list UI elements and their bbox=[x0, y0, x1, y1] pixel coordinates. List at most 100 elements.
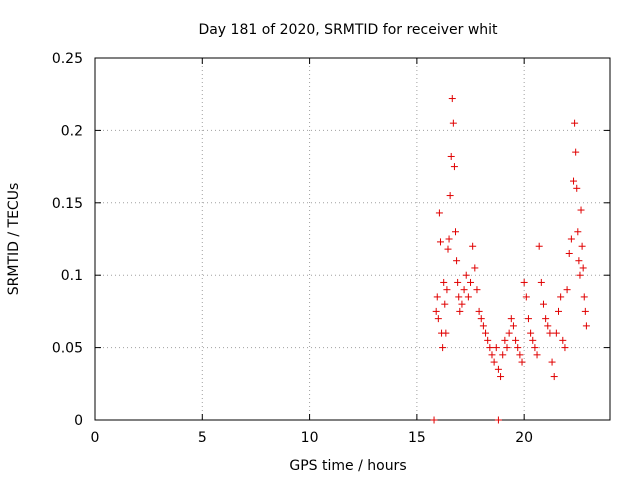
data-point bbox=[533, 351, 541, 359]
x-tick-label: 0 bbox=[91, 430, 100, 446]
data-point bbox=[492, 344, 500, 352]
data-point bbox=[516, 351, 524, 359]
chart-title: Day 181 of 2020, SRMTID for receiver whi… bbox=[198, 22, 498, 38]
data-point bbox=[460, 286, 468, 294]
data-point bbox=[441, 300, 449, 308]
data-point bbox=[565, 249, 573, 257]
data-point bbox=[539, 300, 547, 308]
data-point bbox=[501, 336, 509, 344]
y-axis-label: SRMTID / TECUs bbox=[6, 183, 22, 296]
data-point bbox=[579, 264, 587, 272]
data-point bbox=[479, 322, 487, 330]
data-point bbox=[559, 336, 567, 344]
plot-frame bbox=[94, 57, 611, 421]
data-point bbox=[449, 119, 457, 127]
y-tick-label: 0.15 bbox=[52, 196, 83, 212]
data-point bbox=[574, 228, 582, 236]
data-point bbox=[582, 322, 590, 330]
data-point bbox=[531, 344, 539, 352]
y-tick-label: 0 bbox=[74, 413, 83, 429]
data-point bbox=[570, 177, 578, 185]
data-point bbox=[507, 315, 515, 323]
data-point bbox=[477, 315, 485, 323]
data-point bbox=[490, 358, 498, 366]
data-point bbox=[522, 293, 530, 301]
data-point bbox=[486, 344, 494, 352]
data-point bbox=[471, 264, 479, 272]
data-point bbox=[434, 315, 442, 323]
y-tick-label: 0.25 bbox=[52, 51, 83, 67]
data-point bbox=[447, 152, 455, 160]
data-point bbox=[524, 315, 532, 323]
y-tick-label: 0.2 bbox=[61, 123, 83, 139]
data-point bbox=[436, 238, 444, 246]
data-point bbox=[550, 373, 558, 381]
data-point bbox=[450, 163, 458, 171]
data-point bbox=[567, 235, 575, 243]
data-point bbox=[475, 307, 483, 315]
data-point bbox=[552, 329, 560, 337]
data-point bbox=[561, 344, 569, 352]
data-point bbox=[503, 344, 511, 352]
data-point bbox=[439, 344, 447, 352]
data-point bbox=[563, 286, 571, 294]
data-point bbox=[488, 351, 496, 359]
grid bbox=[95, 58, 610, 420]
data-point bbox=[581, 307, 589, 315]
x-tick-label: 20 bbox=[515, 430, 533, 446]
x-axis-label: GPS time / hours bbox=[289, 458, 406, 474]
data-point bbox=[544, 322, 552, 330]
y-tick-label: 0.1 bbox=[61, 268, 83, 284]
data-point bbox=[557, 293, 565, 301]
data-point bbox=[576, 271, 584, 279]
data-point bbox=[469, 242, 477, 250]
data-point bbox=[571, 119, 579, 127]
data-point bbox=[494, 365, 502, 373]
data-point bbox=[580, 293, 588, 301]
data-point bbox=[456, 307, 464, 315]
axis-ticks bbox=[94, 57, 610, 421]
data-point bbox=[518, 358, 526, 366]
data-point bbox=[430, 416, 438, 424]
data-point bbox=[432, 307, 440, 315]
data-points bbox=[430, 95, 590, 424]
data-point bbox=[484, 336, 492, 344]
x-tick-label: 15 bbox=[408, 430, 426, 446]
data-point bbox=[494, 416, 502, 424]
data-point bbox=[573, 184, 581, 192]
tick-labels: 0 5 10 15 20 0 0.05 0.1 0.15 0.2 0.25 bbox=[52, 51, 533, 446]
data-point bbox=[572, 148, 580, 156]
data-point bbox=[445, 235, 453, 243]
data-point bbox=[548, 358, 556, 366]
data-point bbox=[435, 209, 443, 217]
data-point bbox=[577, 206, 585, 214]
x-tick-label: 5 bbox=[198, 430, 207, 446]
data-point bbox=[440, 278, 448, 286]
data-point bbox=[555, 307, 562, 315]
data-point bbox=[444, 245, 452, 253]
data-point bbox=[537, 278, 545, 286]
data-point bbox=[443, 286, 451, 294]
data-point bbox=[446, 192, 454, 200]
data-point bbox=[520, 278, 528, 286]
data-point bbox=[473, 286, 481, 294]
data-point bbox=[578, 242, 586, 250]
data-point bbox=[514, 344, 522, 352]
data-point bbox=[535, 242, 543, 250]
data-point bbox=[458, 300, 466, 308]
data-point bbox=[464, 293, 472, 301]
data-point bbox=[512, 336, 520, 344]
data-point bbox=[499, 351, 507, 359]
data-point bbox=[529, 336, 537, 344]
data-point bbox=[542, 315, 550, 323]
data-point bbox=[497, 373, 505, 381]
data-point bbox=[452, 228, 459, 236]
y-tick-label: 0.05 bbox=[52, 341, 83, 357]
data-point bbox=[433, 293, 441, 301]
data-point bbox=[546, 329, 554, 337]
data-point bbox=[482, 329, 490, 337]
data-point bbox=[467, 278, 475, 286]
data-point bbox=[527, 329, 535, 337]
data-point bbox=[462, 271, 470, 279]
